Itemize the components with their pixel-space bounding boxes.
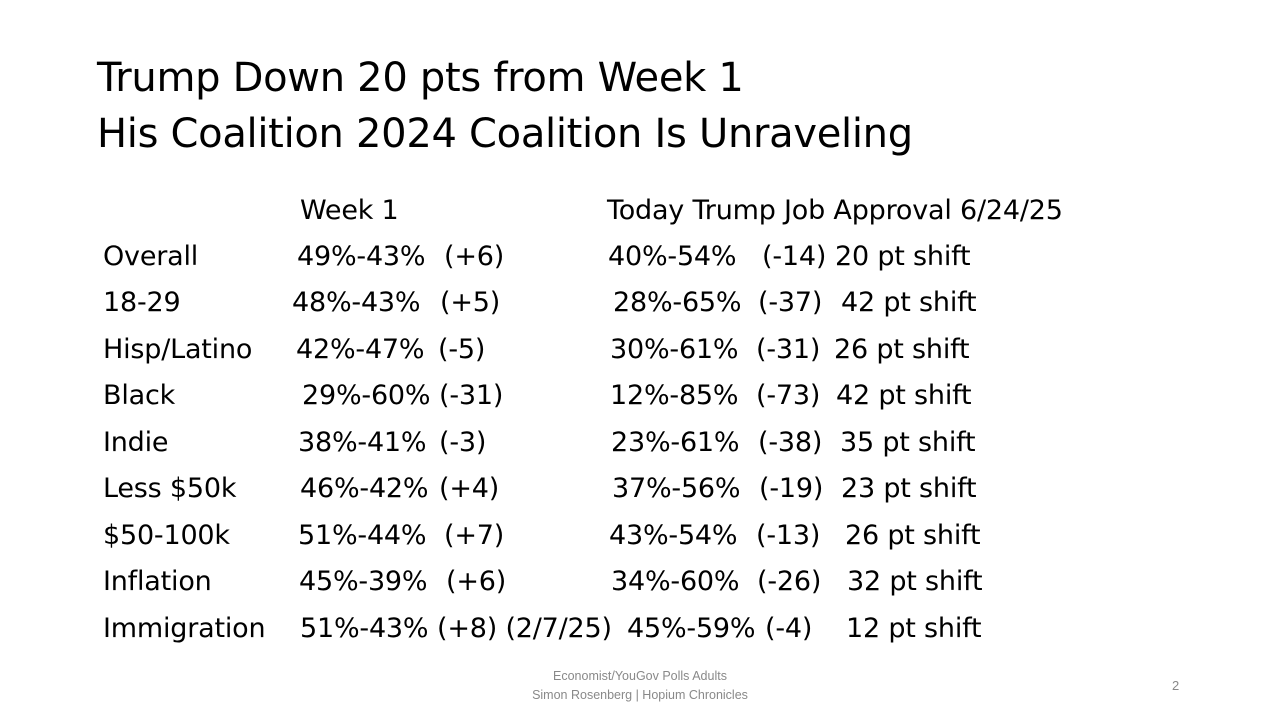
row-today-indie: 23%-61% <box>611 427 740 458</box>
row-week1-net-hisp-latino: (-5) <box>438 334 486 365</box>
header-week1: Week 1 <box>300 195 399 226</box>
row-today-net-black: (-73) <box>756 380 821 411</box>
row-today-net-immigration: (-4) <box>765 613 813 644</box>
row-today-50-100k: 43%-54% <box>609 520 738 551</box>
row-week1-less-50k: 46%-42% <box>300 473 429 504</box>
row-today-overall: 40%-54% <box>608 241 737 272</box>
row-label-indie: Indie <box>103 427 169 458</box>
row-today-immigration: 45%-59% <box>627 613 756 644</box>
row-today-less-50k: 37%-56% <box>612 473 741 504</box>
row-label-overall: Overall <box>103 241 199 272</box>
row-shift-hisp-latino: 26 pt shift <box>834 334 970 365</box>
row-label-50-100k: $50-100k <box>103 520 230 551</box>
header-today: Today Trump Job Approval 6/24/25 <box>607 195 1063 226</box>
footer-source: Economist/YouGov Polls Adults <box>553 669 727 683</box>
row-week1-net-indie: (-3) <box>439 427 487 458</box>
row-today-net-overall: (-14) <box>762 241 827 272</box>
row-today-net-inflation: (-26) <box>757 566 822 597</box>
slide-number: 2 <box>1172 678 1180 693</box>
row-today-net-50-100k: (-13) <box>756 520 821 551</box>
row-shift-indie: 35 pt shift <box>840 427 976 458</box>
row-today-net-18-29: (-37) <box>758 287 823 318</box>
row-week1-inflation: 45%-39% <box>299 566 428 597</box>
row-label-less-50k: Less $50k <box>103 473 237 504</box>
row-week1-18-29: 48%-43% <box>292 287 421 318</box>
row-today-inflation: 34%-60% <box>611 566 740 597</box>
footer-author: Simon Rosenberg | Hopium Chronicles <box>532 688 748 702</box>
row-week1-indie: 38%-41% <box>298 427 427 458</box>
row-label-black: Black <box>103 380 176 411</box>
row-week1-net-50-100k: (+7) <box>444 520 505 551</box>
row-label-hisp-latino: Hisp/Latino <box>103 334 253 365</box>
slide-title-line-1: Trump Down 20 pts from Week 1 <box>97 55 744 101</box>
row-shift-50-100k: 26 pt shift <box>845 520 981 551</box>
row-label-18-29: 18-29 <box>103 287 181 318</box>
row-week1-net-less-50k: (+4) <box>439 473 500 504</box>
row-shift-black: 42 pt shift <box>836 380 972 411</box>
row-shift-immigration: 12 pt shift <box>846 613 982 644</box>
row-shift-inflation: 32 pt shift <box>847 566 983 597</box>
row-week1-hisp-latino: 42%-47% <box>296 334 425 365</box>
row-week1-net-inflation: (+6) <box>446 566 507 597</box>
row-shift-overall: 20 pt shift <box>835 241 971 272</box>
row-shift-less-50k: 23 pt shift <box>841 473 977 504</box>
row-week1-net-immigration: (+8) (2/7/25) <box>437 613 612 644</box>
row-week1-immigration: 51%-43% <box>300 613 429 644</box>
row-week1-black: 29%-60% <box>302 380 431 411</box>
slide-title-line-2: His Coalition 2024 Coalition Is Unraveli… <box>97 111 913 157</box>
row-week1-net-18-29: (+5) <box>440 287 501 318</box>
row-today-net-indie: (-38) <box>758 427 823 458</box>
row-label-immigration: Immigration <box>103 613 266 644</box>
row-shift-18-29: 42 pt shift <box>841 287 977 318</box>
row-today-black: 12%-85% <box>610 380 739 411</box>
row-today-hisp-latino: 30%-61% <box>610 334 739 365</box>
row-today-18-29: 28%-65% <box>613 287 742 318</box>
row-week1-overall: 49%-43% <box>297 241 426 272</box>
row-week1-net-black: (-31) <box>439 380 504 411</box>
row-today-net-hisp-latino: (-31) <box>756 334 821 365</box>
row-today-net-less-50k: (-19) <box>759 473 824 504</box>
row-label-inflation: Inflation <box>103 566 212 597</box>
row-week1-50-100k: 51%-44% <box>298 520 427 551</box>
row-week1-net-overall: (+6) <box>444 241 505 272</box>
